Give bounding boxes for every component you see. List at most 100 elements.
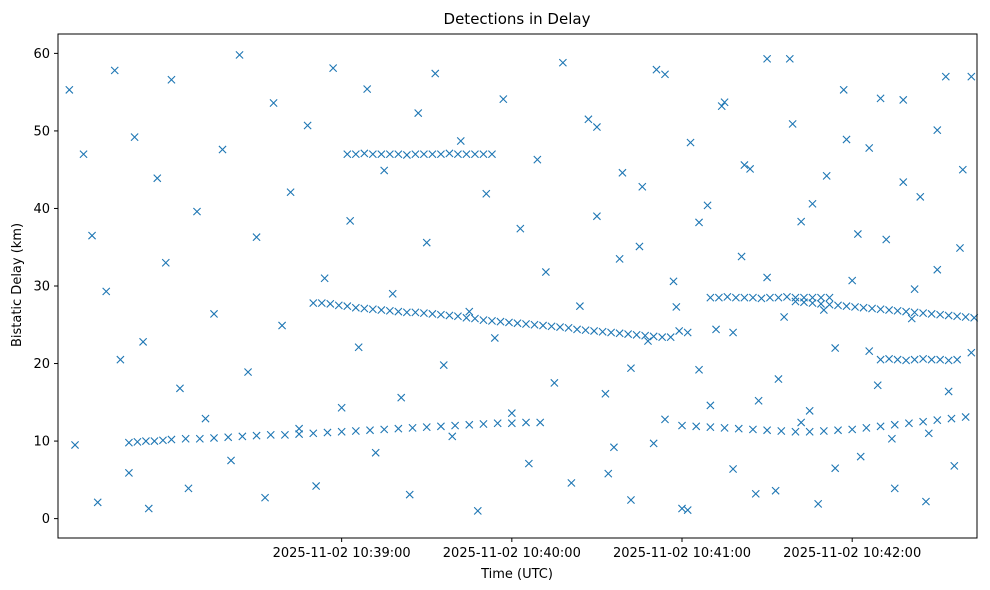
x-tick-label: 2025-11-02 10:41:00 [613,546,751,561]
data-point [658,333,667,342]
data-point [522,418,530,427]
data-point [252,431,261,440]
data-point [428,309,437,318]
data-point [774,293,783,302]
data-point [422,238,431,247]
data-point [876,355,885,364]
data-point [388,289,397,298]
data-point [692,422,701,431]
data-point [695,218,704,227]
data-point [638,182,647,191]
data-point [584,115,593,124]
data-point [607,328,616,337]
data-point [539,321,548,330]
data-point [445,311,454,320]
data-point [175,384,184,393]
data-point [876,94,885,103]
data-point [533,155,542,164]
data-point [808,199,817,208]
data-point [158,436,167,445]
data-point [141,437,150,446]
data-point [144,504,153,513]
x-tick-label: 2025-11-02 10:40:00 [443,546,581,561]
data-point [493,419,502,428]
data-point [139,337,148,346]
data-point [706,423,715,432]
data-point [652,65,661,74]
data-point [351,427,360,435]
data-point [893,306,902,315]
data-point [445,149,454,158]
data-point [541,268,550,277]
data-point [842,135,851,144]
data-point [890,484,899,493]
data-point [805,406,814,415]
x-axis: 2025-11-02 10:39:00 2025-11-02 10:40:00 20… [273,538,921,561]
data-point [819,427,828,435]
data-point [834,426,843,435]
data-point [678,421,687,430]
y-tick-label: 60 [33,47,50,62]
data-point [110,66,119,75]
data-point [564,323,573,332]
data-point [919,309,928,318]
data-point [266,430,275,439]
data-point [479,420,488,429]
data-point [853,230,862,239]
series-track-b-upper-band [791,297,979,322]
data-point [371,448,380,457]
series-constant-20-5-km-cluster [876,354,962,365]
data-point [218,145,227,154]
data-point [558,58,567,67]
data-point [661,70,669,79]
data-point [805,427,814,436]
data-point [615,254,624,263]
data-point [337,427,346,436]
data-point [748,293,757,302]
data-point [124,438,133,447]
data-point [910,308,919,317]
data-point [394,424,403,433]
data-point [683,328,692,337]
data-point [842,302,851,311]
x-axis-label: Time (UTC) [480,567,553,582]
data-point [944,387,953,396]
data-point [927,309,936,318]
data-point [507,419,516,428]
data-point [448,432,457,441]
series-constant-28-km-cluster [706,292,834,303]
data-point [799,293,808,302]
data-point [910,285,919,294]
data-point [150,437,159,446]
data-point [419,309,428,318]
data-point [626,496,635,504]
data-point [746,164,755,173]
data-point [763,426,772,435]
data-point [751,489,760,498]
data-point [414,109,423,118]
data-point [303,121,312,130]
data-point [859,303,868,312]
data-point [873,381,882,390]
data-point [326,299,335,308]
data-point [368,150,377,159]
data-point [632,330,641,339]
y-tick-label: 30 [33,280,50,295]
y-tick-label: 0 [42,512,50,527]
data-point [748,425,757,434]
data-point [955,244,964,252]
data-point [933,265,942,274]
data-point [649,439,658,448]
y-tick-label: 20 [33,357,50,372]
data-point [856,452,865,461]
data-point [782,292,791,301]
data-point [210,433,218,442]
data-point [405,490,414,499]
data-point [814,499,823,508]
data-point [904,419,913,428]
data-point [295,424,304,433]
data-point [862,423,871,432]
data-point [377,150,386,159]
data-point [428,150,437,159]
data-point [411,308,420,317]
